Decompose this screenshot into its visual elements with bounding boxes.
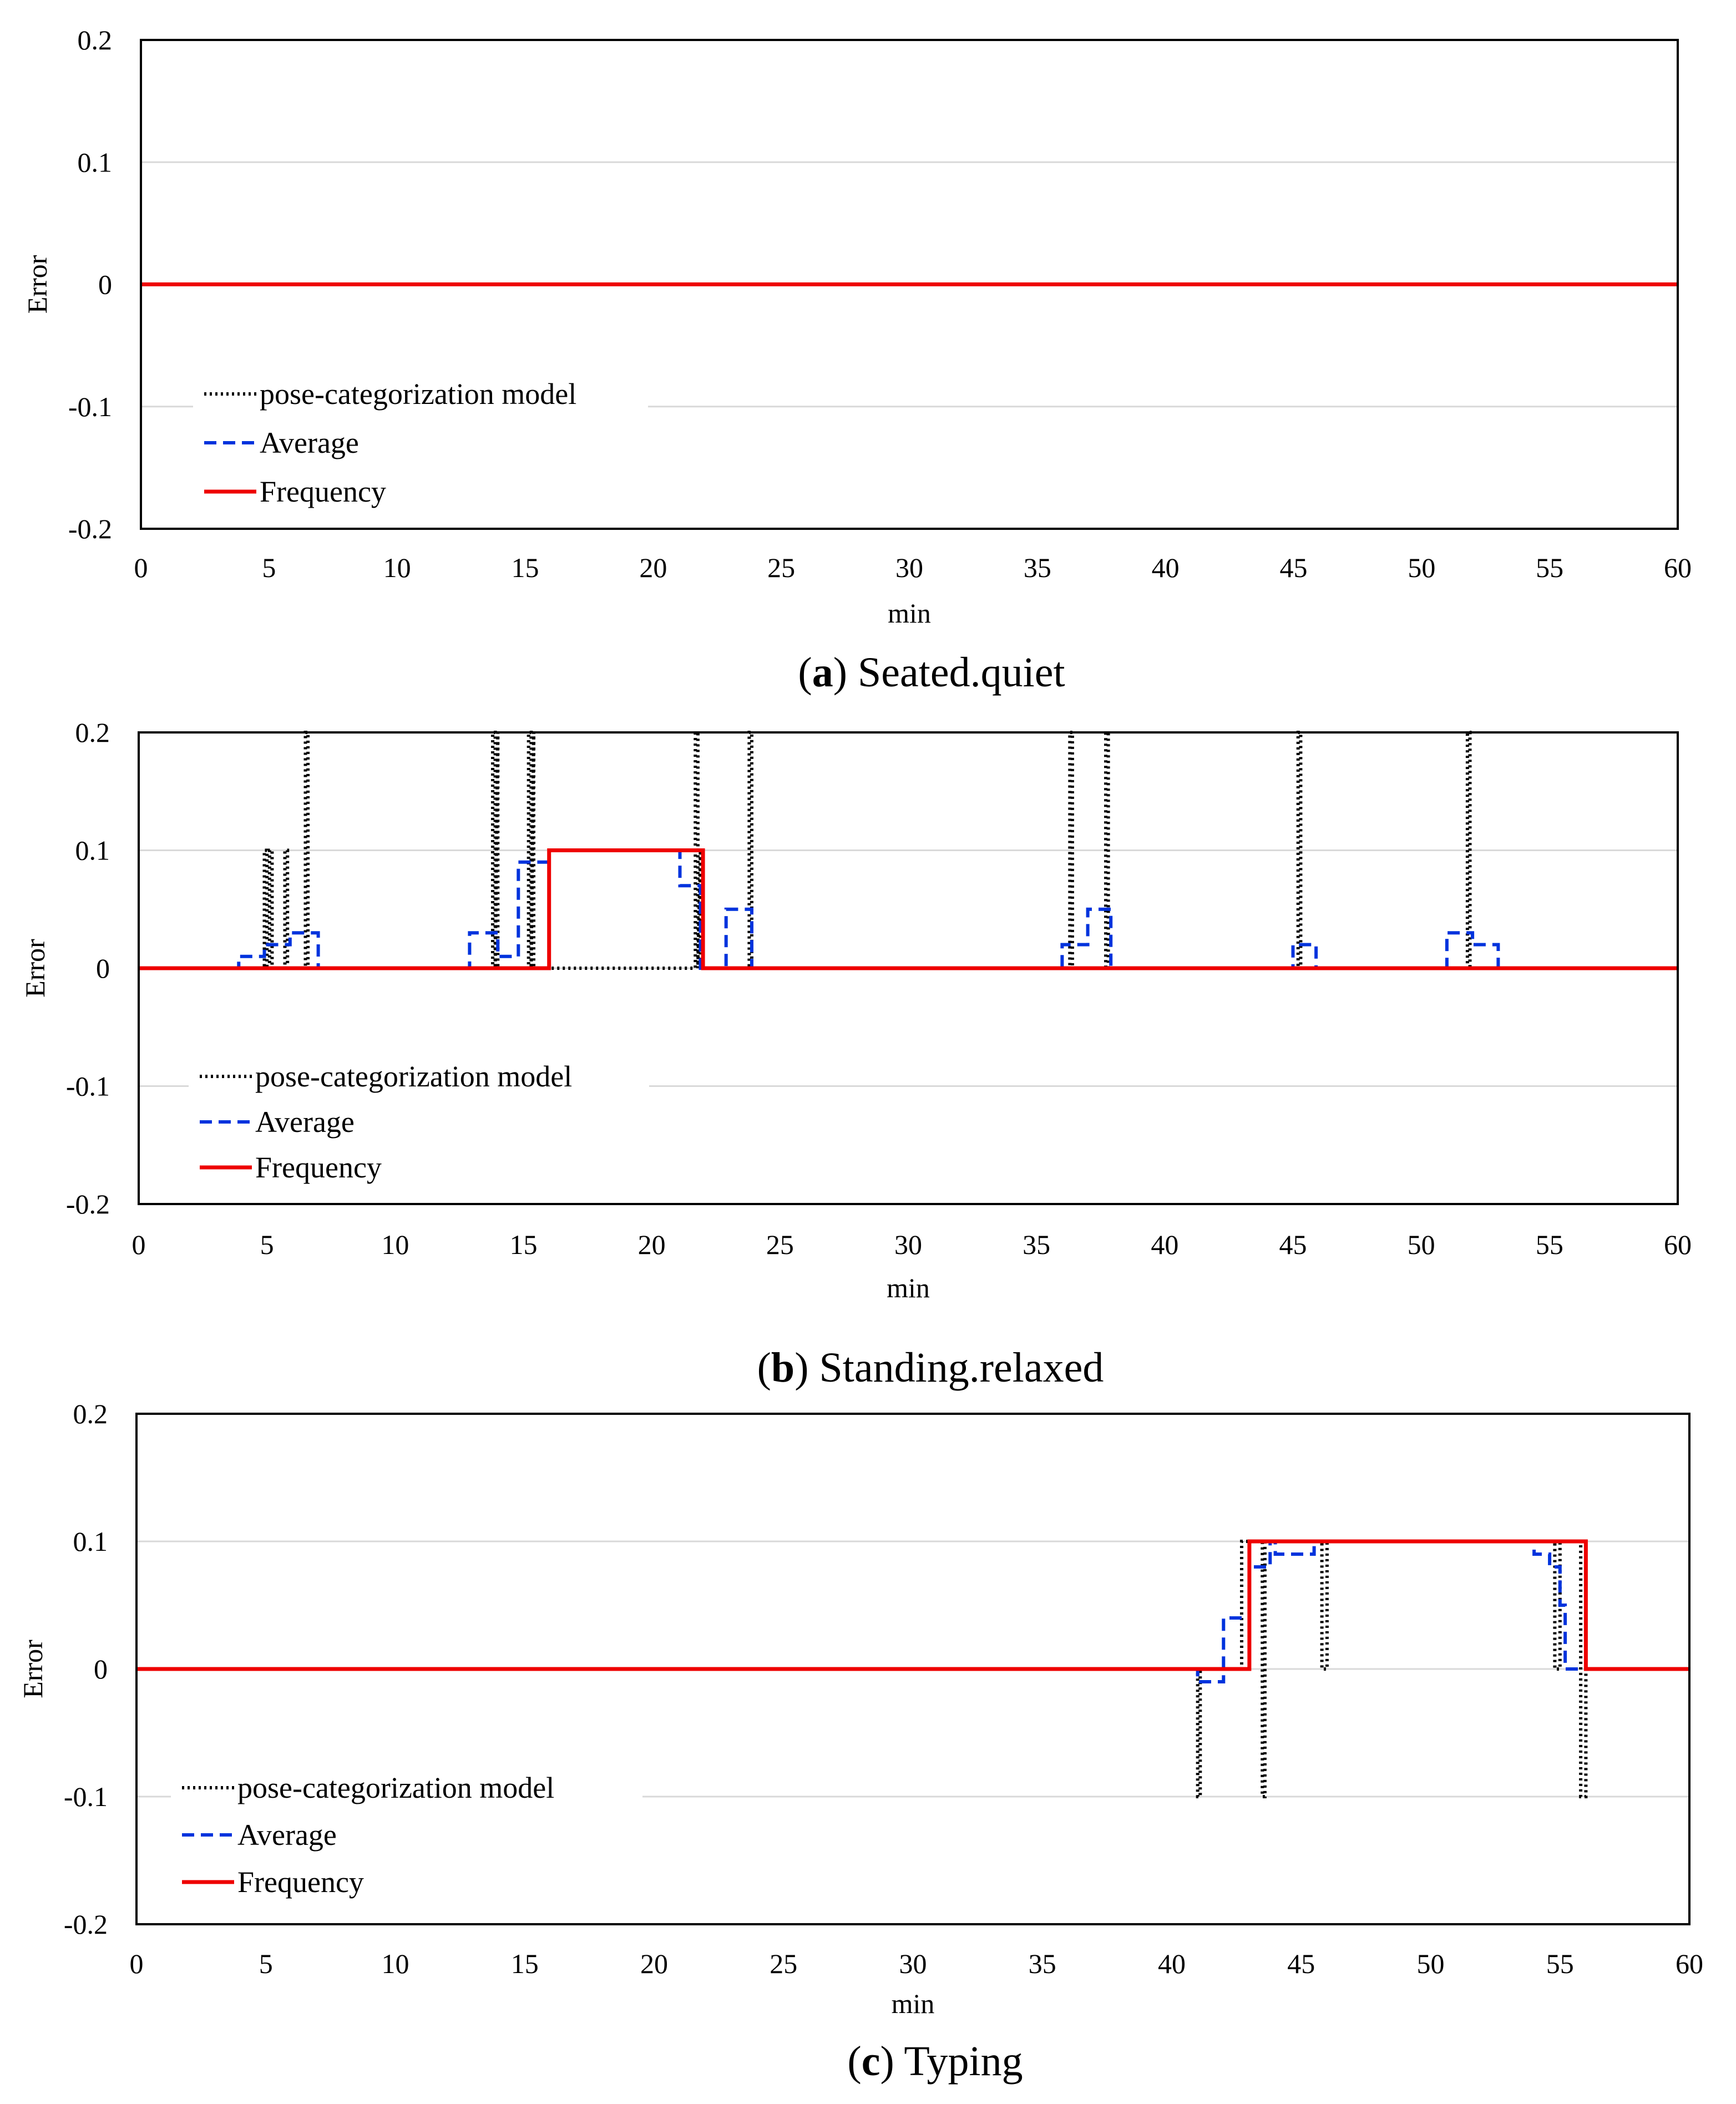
- x-tick-label: 20: [639, 552, 667, 583]
- y-axis-title: Error: [22, 255, 53, 313]
- x-axis-title: min: [888, 598, 931, 629]
- y-tick-label: 0: [96, 953, 110, 984]
- x-tick-label: 55: [1536, 1229, 1563, 1260]
- x-tick-label: 60: [1664, 1229, 1692, 1260]
- x-tick-label: 40: [1151, 1229, 1178, 1260]
- y-tick-label: -0.2: [66, 1188, 110, 1220]
- y-tick-label: -0.1: [66, 1071, 110, 1102]
- legend-label: Average: [260, 426, 359, 459]
- x-tick-label: 10: [383, 552, 411, 583]
- x-tick-label: 35: [1023, 1229, 1050, 1260]
- y-tick-label: 0.1: [75, 835, 110, 866]
- caption-text: Standing.relaxed: [819, 1344, 1104, 1391]
- x-tick-label: 5: [262, 552, 276, 583]
- x-tick-label: 35: [1024, 552, 1051, 583]
- plot-frame: [140, 39, 1679, 530]
- x-tick-label: 0: [132, 1229, 146, 1260]
- legend-label: pose-categorization model: [260, 377, 576, 411]
- panel-caption: (b) Standing.relaxed: [757, 1344, 1104, 1391]
- x-tick-label: 50: [1408, 1229, 1435, 1260]
- x-tick-label: 20: [638, 1229, 666, 1260]
- x-tick-label: 45: [1280, 552, 1308, 583]
- legend-label: Average: [255, 1105, 355, 1139]
- x-tick-label: 50: [1417, 1948, 1445, 1979]
- series-line-average: [136, 1540, 1689, 1683]
- x-tick-label: 25: [770, 1948, 797, 1979]
- caption-open-paren: (: [798, 649, 812, 696]
- chart-panel-c: 0.2 0.1 0 -0.1 -0.2 0 5 10 15 20 25 30 35 40 45 50 55 60 m…: [17, 1398, 1703, 2085]
- y-tick-label: -0.1: [68, 391, 112, 422]
- caption-open-paren: (: [757, 1344, 771, 1391]
- chart-panel-a: 0.2 0.1 0 -0.1 -0.2 0 5 10 15 20 25 30 35 40 45 50 55 60 m…: [22, 24, 1692, 696]
- y-tick-label: -0.2: [68, 513, 112, 544]
- x-tick-label: 30: [899, 1948, 927, 1979]
- legend-label: pose-categorization model: [255, 1060, 572, 1093]
- x-tick-label: 35: [1029, 1948, 1056, 1979]
- caption-letter: b: [771, 1344, 794, 1391]
- y-axis-title: Error: [19, 939, 50, 998]
- caption-text: Typing: [904, 2038, 1023, 2085]
- caption-open-paren: (: [847, 2038, 861, 2085]
- caption-text: Seated.quiet: [858, 649, 1065, 696]
- series-line-average: [139, 848, 1678, 970]
- y-tick-label: 0.2: [78, 24, 113, 55]
- y-axis-title: Error: [17, 1640, 48, 1698]
- legend-box: [171, 1757, 642, 1915]
- legend-label: pose-categorization model: [237, 1771, 554, 1804]
- x-tick-label: 0: [130, 1948, 144, 1979]
- y-tick-label: -0.1: [64, 1781, 108, 1812]
- x-tick-label: 40: [1152, 552, 1180, 583]
- x-tick-label: 40: [1158, 1948, 1186, 1979]
- chart-panel-b: 0.2 0.1 0 -0.1 -0.2 0 5 10 15 20 25 30 35 40 45 50 55 60 m…: [19, 717, 1692, 1391]
- caption-letter: a: [812, 649, 833, 696]
- x-tick-label: 10: [382, 1948, 409, 1979]
- y-tick-label: 0.1: [78, 146, 113, 178]
- x-tick-label: 0: [134, 552, 148, 583]
- x-tick-label: 30: [894, 1229, 922, 1260]
- x-tick-label: 60: [1664, 552, 1692, 583]
- x-tick-label: 20: [640, 1948, 668, 1979]
- x-tick-label: 55: [1546, 1948, 1574, 1979]
- x-tick-label: 15: [512, 552, 539, 583]
- x-tick-label: 25: [766, 1229, 794, 1260]
- x-tick-label: 30: [895, 552, 923, 583]
- series-line-frequency: [136, 1539, 1689, 1671]
- panel-caption: (c) Typing: [847, 2038, 1023, 2085]
- y-tick-label: 0.1: [73, 1526, 108, 1557]
- x-tick-label: 5: [260, 1229, 274, 1260]
- legend-box: [189, 1046, 649, 1199]
- x-tick-label: 50: [1408, 552, 1435, 583]
- caption-close-paren: ): [833, 649, 858, 696]
- caption-close-paren: ): [794, 1344, 819, 1391]
- legend-box: [193, 363, 648, 527]
- legend-label: Frequency: [260, 475, 386, 508]
- panel-caption: (a) Seated.quiet: [798, 649, 1065, 696]
- x-tick-label: 55: [1536, 552, 1563, 583]
- x-axis-title: min: [887, 1272, 930, 1303]
- caption-close-paren: ): [880, 2038, 904, 2085]
- y-tick-label: 0.2: [73, 1398, 108, 1429]
- legend-label: Frequency: [255, 1151, 382, 1184]
- plot-frame: [135, 1413, 1691, 1925]
- series-line-frequency: [139, 848, 1678, 970]
- x-tick-label: 15: [511, 1948, 539, 1979]
- caption-letter: c: [862, 2038, 880, 2085]
- x-tick-label: 45: [1279, 1229, 1307, 1260]
- x-tick-label: 25: [767, 552, 795, 583]
- y-tick-label: 0: [98, 269, 112, 300]
- x-tick-label: 10: [381, 1229, 409, 1260]
- legend-label: Average: [237, 1818, 337, 1852]
- y-tick-label: -0.2: [64, 1909, 108, 1940]
- x-tick-label: 60: [1676, 1948, 1703, 1979]
- x-tick-label: 5: [259, 1948, 273, 1979]
- x-tick-label: 45: [1287, 1948, 1315, 1979]
- series-line-pose-categorization-model: [139, 731, 1678, 970]
- y-tick-label: 0.2: [75, 717, 110, 748]
- x-tick-label: 15: [510, 1229, 538, 1260]
- plot-frame: [138, 731, 1679, 1205]
- y-tick-label: 0: [94, 1653, 108, 1685]
- legend-label: Frequency: [237, 1865, 364, 1899]
- x-axis-title: min: [892, 1988, 935, 2019]
